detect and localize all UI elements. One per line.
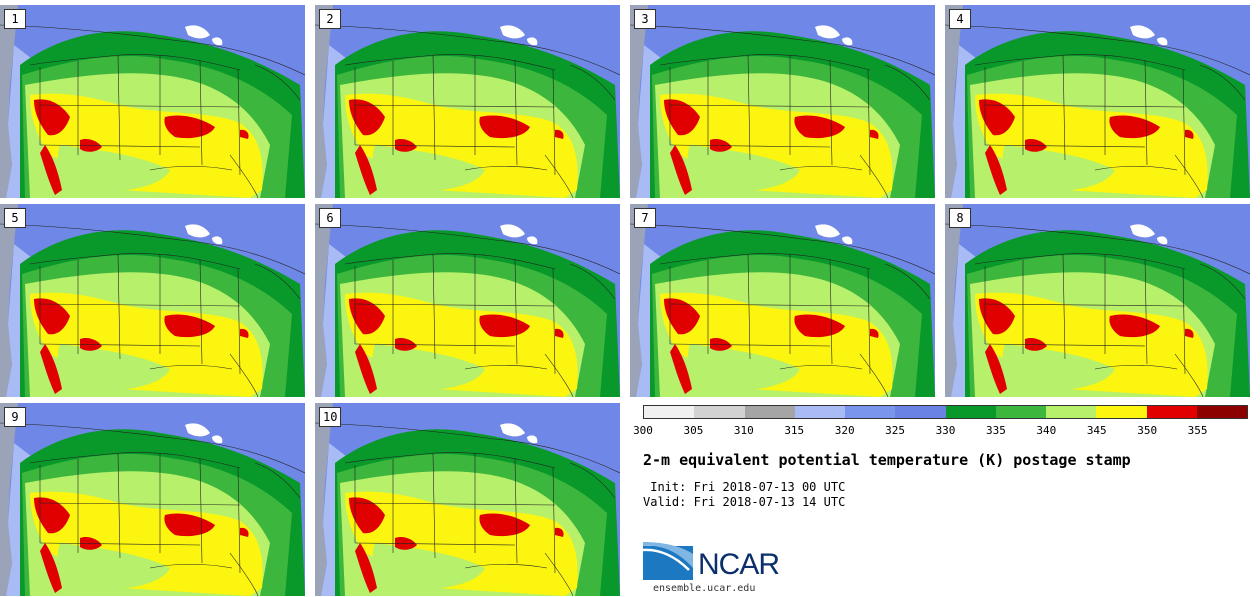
colorbar-tick-label: 305: [683, 424, 704, 437]
ensemble-panel-9: 9: [0, 403, 305, 596]
colorbar-tick-label: 340: [1036, 424, 1057, 437]
colorbar-segment: [845, 406, 896, 418]
panel-map: [315, 403, 620, 596]
panel-number: 9: [4, 407, 26, 427]
ensemble-panel-7: 7: [630, 204, 935, 397]
panel-number: 5: [4, 208, 26, 228]
ensemble-panel-4: 4: [945, 5, 1250, 198]
colorbar-ticks: 300 305 310 315 320 325 330 335 340 345 350 355: [633, 424, 1248, 438]
panel-number: 4: [949, 9, 971, 29]
panel-number: 1: [4, 9, 26, 29]
panel-map: [315, 5, 620, 198]
colorbar-tick-label: 320: [834, 424, 855, 437]
colorbar-segment: [995, 406, 1046, 418]
ensemble-panel-3: 3: [630, 5, 935, 198]
panel-map: [0, 5, 305, 198]
ensemble-panel-1: 1: [0, 5, 305, 198]
figure-title: 2-m equivalent potential temperature (K)…: [643, 451, 1131, 469]
colorbar-tick-label: 310: [733, 424, 754, 437]
colorbar-segment: [1196, 406, 1247, 418]
panel-number: 3: [634, 9, 656, 29]
ncar-logo: [643, 542, 693, 580]
colorbar: [643, 405, 1248, 419]
panel-number: 6: [319, 208, 341, 228]
colorbar-segment: [744, 406, 795, 418]
panel-map: [630, 204, 935, 397]
colorbar-tick-label: 300: [633, 424, 653, 437]
panel-map: [630, 5, 935, 198]
ensemble-panel-8: 8: [945, 204, 1250, 397]
colorbar-segment: [694, 406, 745, 418]
colorbar-segment: [1096, 406, 1147, 418]
panel-map: [945, 204, 1250, 397]
panel-number: 7: [634, 208, 656, 228]
colorbar-segment: [1046, 406, 1097, 418]
colorbar-segment: [895, 406, 946, 418]
ensemble-panel-2: 2: [315, 5, 620, 198]
valid-time: Valid: Fri 2018-07-13 14 UTC: [643, 495, 846, 509]
panel-number: 10: [319, 407, 342, 427]
colorbar-tick-label: 350: [1137, 424, 1158, 437]
panel-map: [945, 5, 1250, 198]
colorbar-tick-label: 325: [885, 424, 906, 437]
colorbar-segment: [644, 406, 695, 418]
colorbar-tick-label: 330: [935, 424, 956, 437]
ensemble-panel-6: 6: [315, 204, 620, 397]
init-time: Init: Fri 2018-07-13 00 UTC: [643, 480, 846, 494]
colorbar-segment: [1146, 406, 1197, 418]
panel-map: [0, 403, 305, 596]
colorbar-segment: [794, 406, 845, 418]
panel-map: [315, 204, 620, 397]
colorbar-tick-label: 345: [1086, 424, 1107, 437]
colorbar-segment: [945, 406, 996, 418]
panel-number: 8: [949, 208, 971, 228]
colorbar-tick-label: 355: [1187, 424, 1208, 437]
panel-map: [0, 204, 305, 397]
colorbar-tick-label: 335: [985, 424, 1006, 437]
panel-number: 2: [319, 9, 341, 29]
ensemble-panel-10: 10: [315, 403, 620, 596]
logo-text: NCAR: [698, 548, 780, 581]
colorbar-tick-label: 315: [784, 424, 805, 437]
site-url[interactable]: ensemble.ucar.edu: [653, 583, 756, 594]
ensemble-panel-5: 5: [0, 204, 305, 397]
